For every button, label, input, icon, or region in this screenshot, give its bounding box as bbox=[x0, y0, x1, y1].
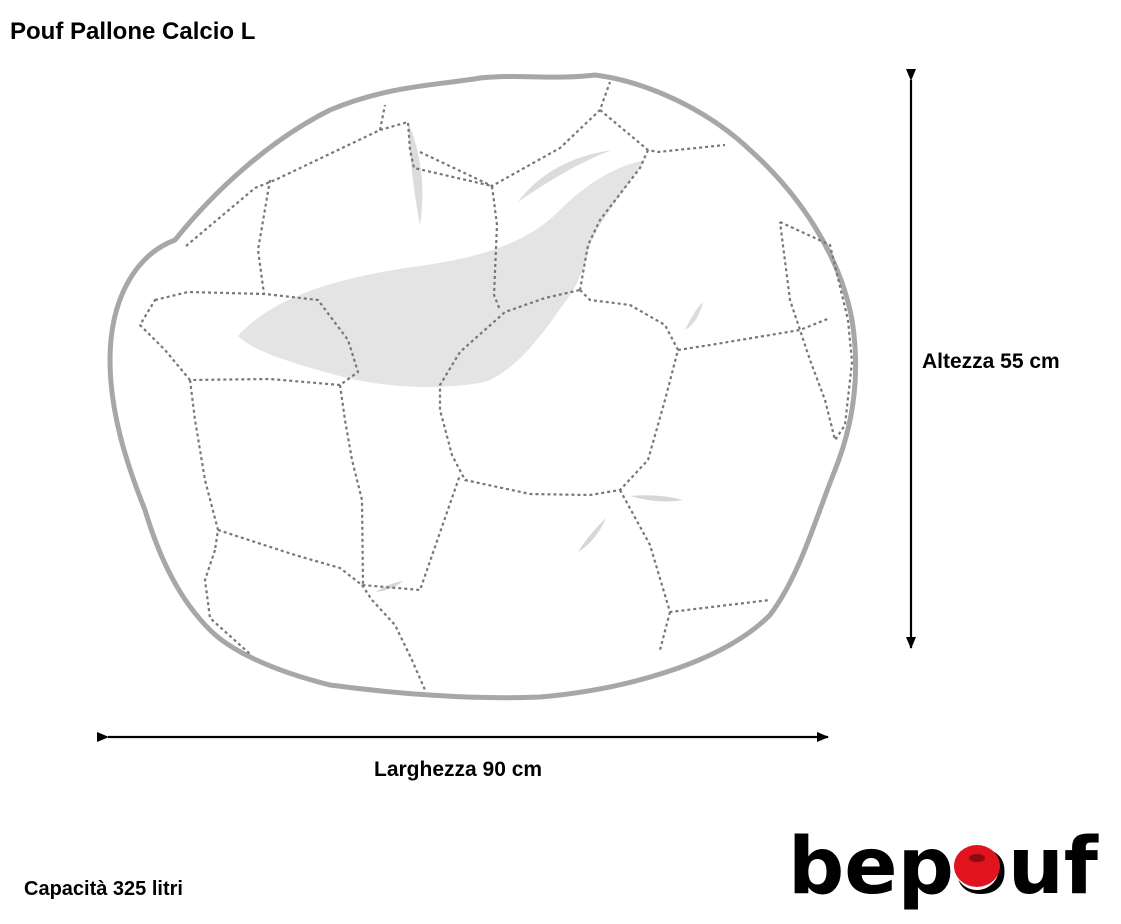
capacity-label: Capacità 325 litri bbox=[24, 878, 183, 900]
red-pouf-icon bbox=[954, 845, 1000, 887]
logo-text: bepouf bbox=[788, 822, 1099, 912]
bepouf-logo: bepouf bbox=[788, 822, 1099, 912]
pouf-outline bbox=[107, 72, 859, 701]
pouf-shading bbox=[238, 122, 703, 592]
pouf-seams bbox=[138, 81, 854, 691]
page-title: Pouf Pallone Calcio L bbox=[10, 18, 256, 45]
height-label: Altezza 55 cm bbox=[922, 350, 1060, 373]
width-label: Larghezza 90 cm bbox=[374, 758, 543, 781]
